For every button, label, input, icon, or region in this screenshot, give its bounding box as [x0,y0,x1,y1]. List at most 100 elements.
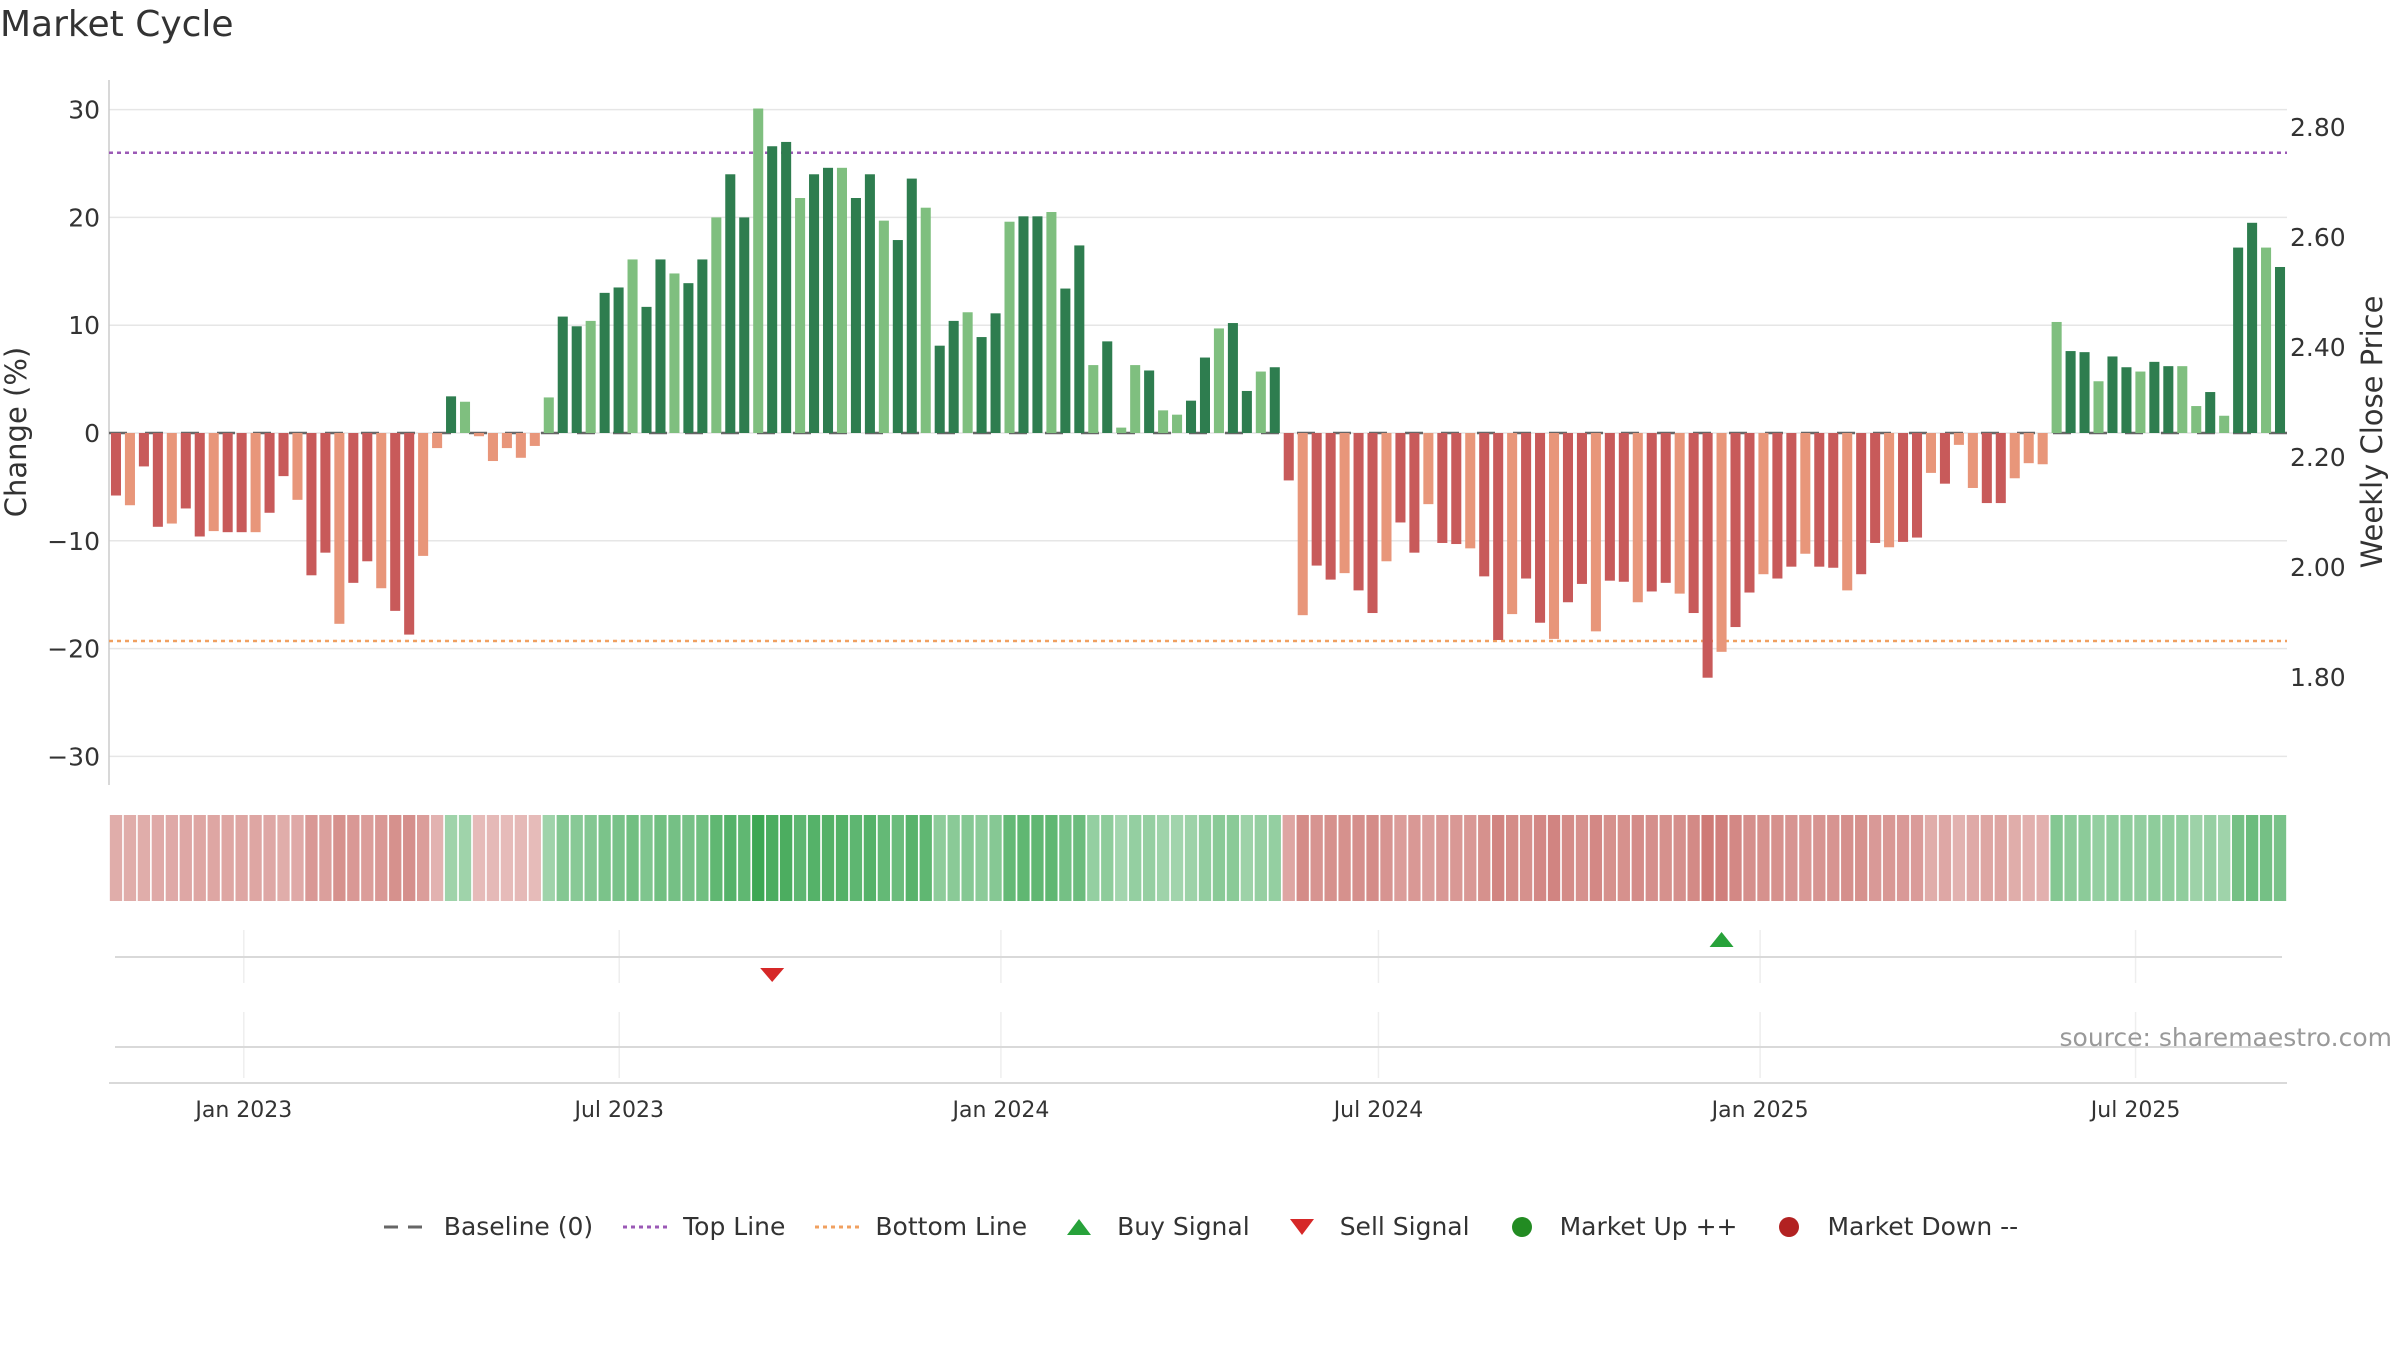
heat-cell [375,815,388,901]
bar [557,316,568,433]
bar [1381,433,1392,562]
bar [850,198,861,433]
bar [781,141,792,433]
bar [2065,351,2076,433]
heat-cell [1533,815,1547,901]
bar [1227,323,1238,433]
heat-cell [1254,815,1267,901]
heat-cell [2064,815,2077,901]
heat-cell [193,815,206,901]
bar [1283,433,1294,481]
bar [194,433,205,537]
bar [1604,433,1615,581]
bar [2233,247,2244,433]
heat-cell [165,815,178,901]
bar [641,306,652,433]
y2-tick-label: 2.20 [2290,443,2346,472]
heat-cell [2204,815,2217,901]
bar [306,433,317,576]
bar [1199,357,1210,433]
bar [404,433,415,635]
reference-lines [109,151,2287,643]
heat-cell [1324,815,1337,901]
bar [1842,433,1853,591]
heat-cell [2036,815,2049,901]
bar [110,433,121,496]
bar [2051,321,2062,433]
heat-cell [793,815,807,901]
bar [348,433,359,583]
bar [1800,433,1811,554]
bar [1898,433,1909,542]
y-tick-label: 20 [68,203,100,232]
heat-cell [1478,815,1491,901]
bar [222,433,233,533]
bar [1409,433,1420,553]
bar [1144,370,1155,433]
heat-cell [1408,815,1421,901]
bar [1702,433,1713,678]
heat-cell [2134,815,2147,901]
bar [1786,433,1797,567]
y-tick-label: 0 [84,419,100,448]
heat-cell [752,815,765,901]
legend-symbol [623,1225,668,1228]
bar [948,320,959,433]
bar [739,217,750,433]
bar [1465,433,1476,549]
bar [892,240,903,433]
heat-cell [1003,815,1016,901]
heat-cell [1617,815,1630,901]
heat-cell [1715,815,1728,901]
bar [2163,366,2174,433]
bar [1241,390,1252,433]
heat-cell [389,815,402,901]
bar [1535,433,1546,623]
heat-cell [807,815,821,901]
heat-cell [1645,815,1658,901]
heat-cell [1519,815,1533,901]
legend-label: Baseline (0) [443,1212,594,1241]
bar [1911,433,1923,538]
heat-cell [1603,815,1617,901]
bar [362,433,373,562]
bar [711,217,722,433]
bar [2093,381,2104,433]
bar [501,433,512,449]
bar [1437,433,1448,543]
heat-cell [584,815,597,901]
heat-cell [458,815,472,901]
legend-item: Top Line [621,1212,785,1241]
heat-cell [1380,815,1393,901]
heat-cell [1952,815,1966,901]
heat-cell [1966,815,1980,901]
bar [2261,247,2272,433]
heat-cell [2148,815,2161,901]
heat-cell [696,815,709,901]
bar [418,433,429,556]
heat-cell [2050,815,2063,901]
heat-cell [179,815,192,901]
bar [1088,365,1099,433]
bar [1479,433,1490,577]
bar [1758,433,1769,575]
heat-cell [1464,815,1477,901]
bar [669,273,680,433]
heat-cell [403,815,416,901]
heat-cell [151,815,165,901]
heat-cell [137,815,151,901]
heat-cell [1659,815,1672,901]
heat-cell [277,815,290,901]
bar [278,433,289,477]
heat-cell [2259,815,2273,901]
signal-panel [109,930,2287,1084]
heat-cell [430,815,444,901]
x-tick-label: Jan 2025 [1710,1098,1809,1123]
bar [376,433,387,589]
heat-cell [849,815,863,901]
heat-cell [682,815,695,901]
legend-label: Market Up ++ [1559,1212,1738,1241]
heat-cell [975,815,988,901]
heat-cell [989,815,1002,901]
bar [1674,433,1685,594]
